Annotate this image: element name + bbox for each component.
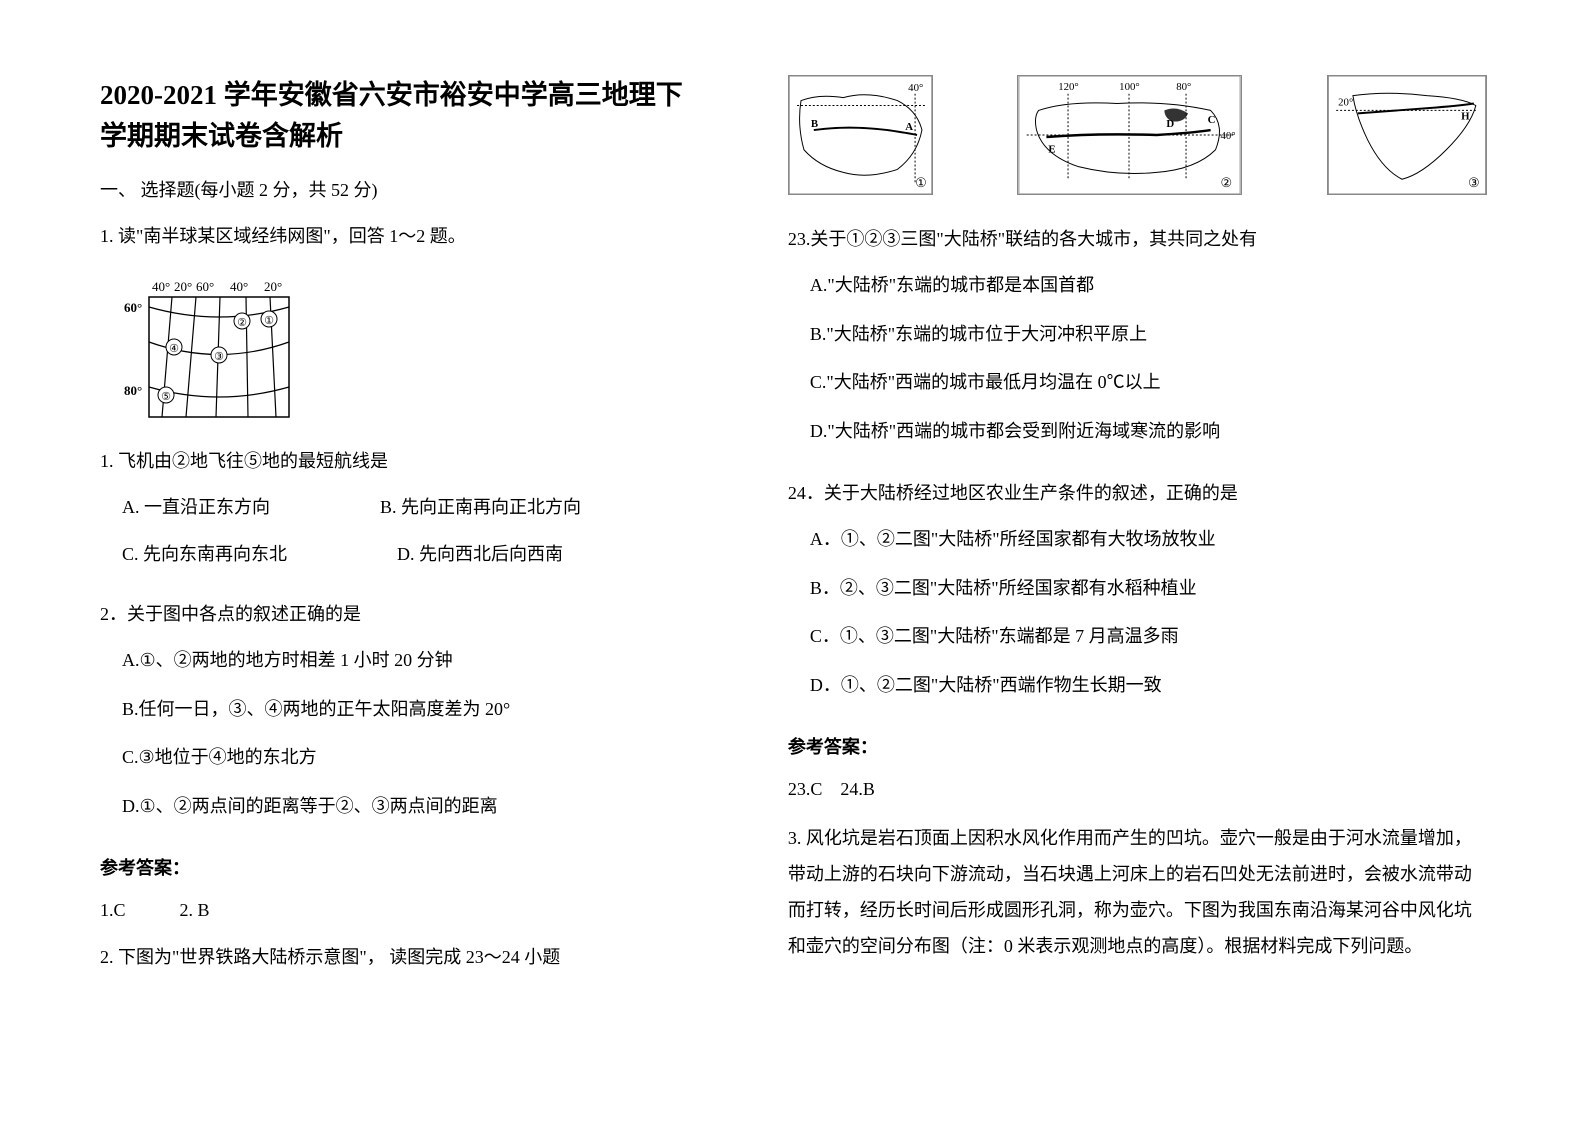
section-heading: 一、 选择题(每小题 2 分，共 52 分) [100,174,708,206]
q23-opt-b: B."大陆桥"东端的城市位于大河冲积平原上 [810,318,1487,350]
q23-opt-a: A."大陆桥"东端的城市都是本国首都 [810,269,1487,301]
point-1: ① [264,315,274,327]
lat-label: 60° [124,300,142,315]
map-2: 120° 100° 80° 40° E D C ② [1017,75,1242,195]
q1-sub2: 2．关于图中各点的叙述正确的是 [100,598,708,630]
q1-figure: 40° 20° 60° 40° 20° 60° 80° ① ② [124,277,708,427]
q2-sub24: 24．关于大陆桥经过地区农业生产条件的叙述，正确的是 [788,477,1487,509]
lon-label: 40° [152,279,170,294]
lat-label: 40° [1221,130,1236,142]
q2-stem: 2. 下图为"世界铁路大陆桥示意图"， 读图完成 23～24 小题 [100,941,708,973]
q1s2-opt-c: C.③地位于④地的东北方 [122,741,708,773]
map-label-1: ① [915,176,926,190]
q2-maps: 40° B A ① 120° 100° 80° 40° E [788,75,1487,195]
q24-opt-c: C．①、③二图"大陆桥"东端都是 7 月高温多雨 [810,620,1487,652]
lon-label: 20° [1338,97,1353,109]
q2-answer-heading: 参考答案： [788,731,1487,763]
map-3: 20° H ③ [1327,75,1487,195]
q24-opt-a: A．①、②二图"大陆桥"所经国家都有大牧场放牧业 [810,523,1487,555]
place-h: H [1461,110,1470,122]
place-b: B [811,118,818,130]
lat-label: 80° [124,383,142,398]
q1s1-opt-a: A. 一直沿正东方向 [122,491,270,523]
page-title: 2020-2021 学年安徽省六安市裕安中学高三地理下学期期末试卷含解析 [100,75,708,156]
q1-answer: 1.C 2. B [100,894,708,926]
lon-label: 60° [196,279,214,294]
q1s2-opt-a: A.①、②两地的地方时相差 1 小时 20 分钟 [122,644,708,676]
map-label-2: ② [1221,176,1232,190]
q23-opt-d: D."大陆桥"西端的城市都会受到附近海域寒流的影响 [810,415,1487,447]
q1s1-opt-b: B. 先向正南再向正北方向 [380,491,581,523]
q1-sub1: 1. 飞机由②地飞往⑤地的最短航线是 [100,445,708,477]
map-1: 40° B A ① [788,75,933,195]
q1-answer-heading: 参考答案： [100,852,708,884]
lon-label: 20° [174,279,192,294]
q1s1-opt-c: C. 先向东南再向东北 [122,538,287,570]
place-e: E [1049,144,1056,156]
place-c: C [1208,114,1216,126]
q1s2-opt-b: B.任何一日，③、④两地的正午太阳高度差为 20° [122,693,708,725]
lon-label: 40° [230,279,248,294]
q1s2-opt-d: D.①、②两点间的距离等于②、③两点间的距离 [122,790,708,822]
q1-stem: 1. 读"南半球某区域经纬网图"，回答 1～2 题。 [100,220,708,252]
place-a: A [905,121,913,133]
lon-label: 120° [1059,81,1080,93]
q23-opt-c: C."大陆桥"西端的城市最低月均温在 0℃以上 [810,366,1487,398]
point-2: ② [237,317,247,329]
lon-label: 100° [1120,81,1141,93]
q1s1-opt-d: D. 先向西北后向西南 [397,538,563,570]
q24-opt-b: B．②、③二图"大陆桥"所经国家都有水稻种植业 [810,572,1487,604]
map-label-3: ③ [1468,176,1479,190]
q24-opt-d: D．①、②二图"大陆桥"西端作物生长期一致 [810,669,1487,701]
q2-answer: 23.C 24.B [788,773,1487,805]
lon-label: 20° [264,279,282,294]
place-d: D [1167,118,1175,130]
q2-sub23: 23.关于①②③三图"大陆桥"联结的各大城市，其共同之处有 [788,223,1487,255]
point-4: ④ [169,343,179,355]
point-3: ③ [214,351,224,363]
lon-label: 40° [908,82,923,94]
point-5: ⑤ [161,391,171,403]
q3-stem: 3. 风化坑是岩石顶面上因积水风化作用而产生的凹坑。壶穴一般是由于河水流量增加，… [788,820,1487,964]
lon-label: 80° [1177,81,1192,93]
